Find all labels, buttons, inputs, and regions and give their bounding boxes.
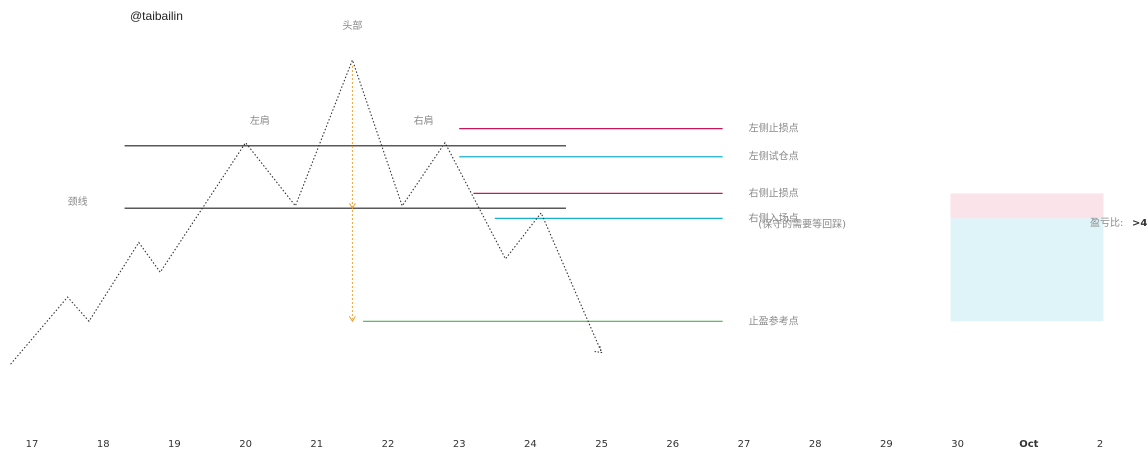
x-tick-20: 20 [239, 439, 252, 450]
reward-box [950, 218, 1104, 322]
projection-arrowhead-2 [348, 316, 356, 323]
head-label: 头部 [342, 19, 362, 32]
x-tick-26: 26 [666, 439, 679, 450]
right-entry-label: 右侧入场点 [749, 211, 799, 224]
x-tick-22: 22 [382, 439, 395, 450]
conservative-note: (保守的需要等回踩) [758, 218, 846, 231]
x-tick-21: 21 [310, 439, 323, 450]
risk-reward-label: 盈亏比: [1090, 217, 1123, 229]
neckline-label: 颈线 [68, 195, 88, 208]
x-tick-25: 25 [595, 439, 608, 450]
risk-reward-value: >4 [1132, 218, 1147, 229]
x-tick-2: 2 [1097, 439, 1103, 450]
x-tick-23: 23 [453, 439, 466, 450]
left-shoulder-label: 左肩 [250, 114, 270, 127]
x-tick-27: 27 [738, 439, 751, 450]
right-shoulder-label: 右肩 [414, 114, 434, 127]
watermark: @taibailin [130, 9, 183, 23]
x-tick-oct: Oct [1019, 439, 1038, 450]
x-tick-28: 28 [809, 439, 822, 450]
pattern-arrowhead [594, 345, 603, 354]
right-stop-loss-label: 右侧止损点 [749, 186, 799, 199]
x-tick-30: 30 [951, 439, 964, 450]
projection-arrowhead-1 [348, 202, 356, 210]
risk-reward-boxes [950, 193, 1104, 322]
x-tick-24: 24 [524, 439, 537, 450]
pattern-line [10, 58, 603, 365]
x-axis-ticks: 17 18 19 20 21 22 23 24 25 26 27 28 29 30 Oct 2 [26, 439, 1104, 450]
x-tick-19: 19 [168, 439, 181, 450]
x-tick-18: 18 [97, 439, 110, 450]
left-trial-entry-label: 左侧试仓点 [749, 150, 799, 163]
target-projection [348, 66, 356, 323]
x-tick-17: 17 [26, 439, 39, 450]
price-levels [124, 128, 723, 322]
left-stop-loss-label: 左侧止损点 [749, 122, 799, 135]
pattern-series [10, 58, 603, 365]
risk-box [950, 193, 1104, 219]
take-profit-label: 止盈参考点 [749, 314, 799, 327]
x-tick-29: 29 [880, 439, 893, 450]
